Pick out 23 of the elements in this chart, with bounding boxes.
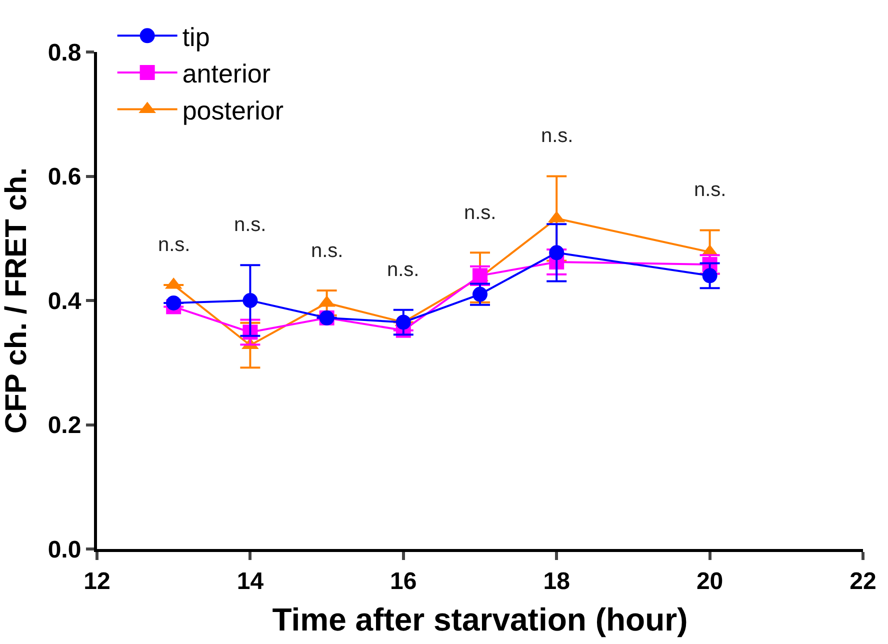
y-tick-label: 0.8 xyxy=(48,39,82,66)
y-tick-label: 0.6 xyxy=(48,164,82,191)
y-axis-title: CFP ch. / FRET ch. xyxy=(0,167,33,434)
annotation: n.s. xyxy=(311,240,344,262)
annotation: n.s. xyxy=(158,234,190,256)
x-axis-title: Time after starvation (hour) xyxy=(272,602,688,638)
y-tick-label: 0.2 xyxy=(48,412,82,440)
annotation: n.s. xyxy=(387,259,420,281)
x-tick-label: 22 xyxy=(850,568,876,595)
legend-label: tip xyxy=(182,22,210,52)
annotation: n.s. xyxy=(541,125,574,147)
annotation: n.s. xyxy=(464,202,496,224)
legend-label: anterior xyxy=(182,58,271,89)
x-tick-label: 12 xyxy=(84,568,110,595)
x-tick-label: 16 xyxy=(390,568,417,595)
x-tick-label: 18 xyxy=(543,568,570,595)
legend-label: posterior xyxy=(182,95,284,126)
x-tick-label: 14 xyxy=(236,568,264,595)
x-tick-label: 20 xyxy=(696,568,724,595)
y-tick-label: 0.4 xyxy=(48,288,82,315)
annotation: n.s. xyxy=(694,179,726,201)
annotation: n.s. xyxy=(234,214,266,236)
y-tick-label: 0.0 xyxy=(48,536,82,564)
